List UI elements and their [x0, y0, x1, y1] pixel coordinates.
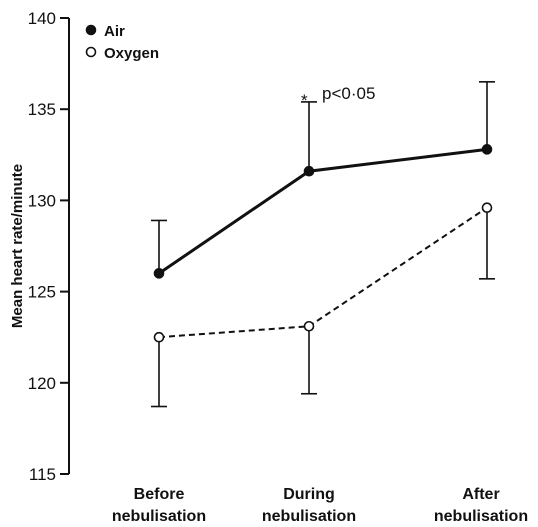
legend: Air Oxygen — [85, 23, 159, 62]
series-line-oxygen — [158, 206, 488, 339]
data-point-air — [303, 165, 315, 177]
y-axis: 115 120 125 130 135 140 — [28, 9, 70, 484]
y-tick-label: 140 — [28, 9, 56, 28]
legend-label: Air — [104, 23, 125, 40]
series-line-air — [158, 147, 488, 275]
x-tick-label: During — [283, 486, 335, 503]
y-tick-label: 120 — [28, 374, 56, 393]
x-tick-label: nebulisation — [112, 508, 206, 525]
series-markers — [153, 144, 493, 343]
data-point-air — [481, 144, 493, 155]
p-value-label: p<0·05 — [322, 84, 375, 103]
data-point-oxygen — [481, 202, 493, 213]
x-tick-label: nebulisation — [434, 508, 528, 525]
y-axis-title: Mean heart rate/minute — [9, 164, 26, 328]
legend-open-circle-icon — [85, 46, 97, 58]
significance-star: * — [301, 91, 308, 110]
y-tick-label: 115 — [29, 465, 56, 484]
y-tick-label: 130 — [28, 191, 56, 210]
series-lines — [158, 147, 488, 339]
x-tick-label: Before — [134, 486, 185, 503]
legend-label: Oxygen — [104, 45, 159, 62]
x-tick-label: After — [462, 486, 499, 503]
y-tick-label: 125 — [28, 283, 56, 302]
x-tick-label: nebulisation — [262, 508, 356, 525]
error-bars — [151, 81, 495, 408]
significance-annotation: * p<0·05 — [301, 84, 375, 110]
x-axis-labels: Before nebulisation During nebulisation Afte… — [112, 486, 528, 525]
data-point-oxygen — [303, 320, 315, 332]
y-tick-label: 135 — [28, 100, 56, 119]
data-point-oxygen — [153, 331, 165, 343]
data-point-air — [153, 268, 165, 279]
legend-filled-circle-icon — [85, 24, 97, 36]
